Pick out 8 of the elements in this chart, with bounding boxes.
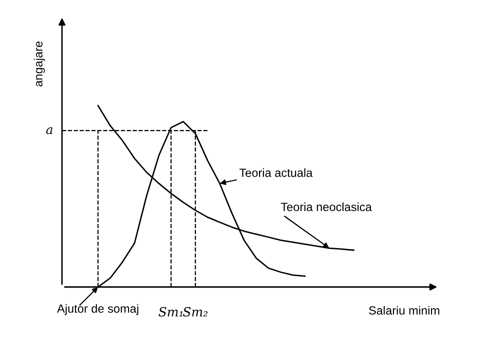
x-tick-label: Sm₂	[183, 307, 208, 316]
y-axis-title: angajare	[34, 42, 45, 86]
x-tick-label: Ajutor de somaj	[57, 304, 138, 316]
series-label: Teoria actuala	[239, 168, 313, 177]
ref-line-label: a	[46, 127, 52, 134]
x-axis-title: Salariu minim	[369, 306, 440, 315]
text: Teoria neoclasica	[280, 202, 372, 212]
x-tick-label: Sm₁	[158, 307, 182, 316]
